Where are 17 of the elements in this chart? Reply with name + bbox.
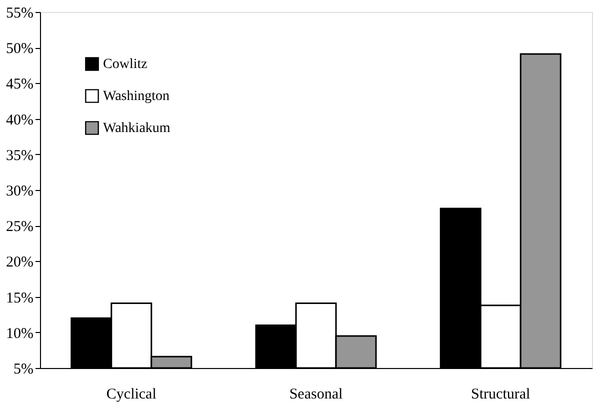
legend-label: Washington: [103, 89, 170, 104]
x-tick-label: Structural: [471, 386, 530, 402]
y-tick-label: 25%: [6, 219, 34, 236]
y-tick-label: 10%: [6, 326, 34, 342]
y-tick-label: 45%: [6, 76, 34, 93]
legend-label: Wahkiakum: [103, 121, 170, 136]
y-tick-label: 30%: [6, 184, 34, 200]
y-tick-label: 40%: [6, 112, 34, 128]
x-tick-label: Seasonal: [289, 386, 343, 402]
y-tick-label: 15%: [6, 290, 34, 306]
legend-label: Cowlitz: [103, 57, 148, 72]
y-tick-label: 35%: [6, 148, 34, 164]
y-tick-label: 5%: [14, 362, 34, 378]
x-tick-label: Cyclical: [106, 386, 156, 402]
y-tick-label: 50%: [6, 41, 34, 58]
y-tick-label: 20%: [6, 254, 34, 271]
y-tick-label: 55%: [6, 6, 34, 22]
